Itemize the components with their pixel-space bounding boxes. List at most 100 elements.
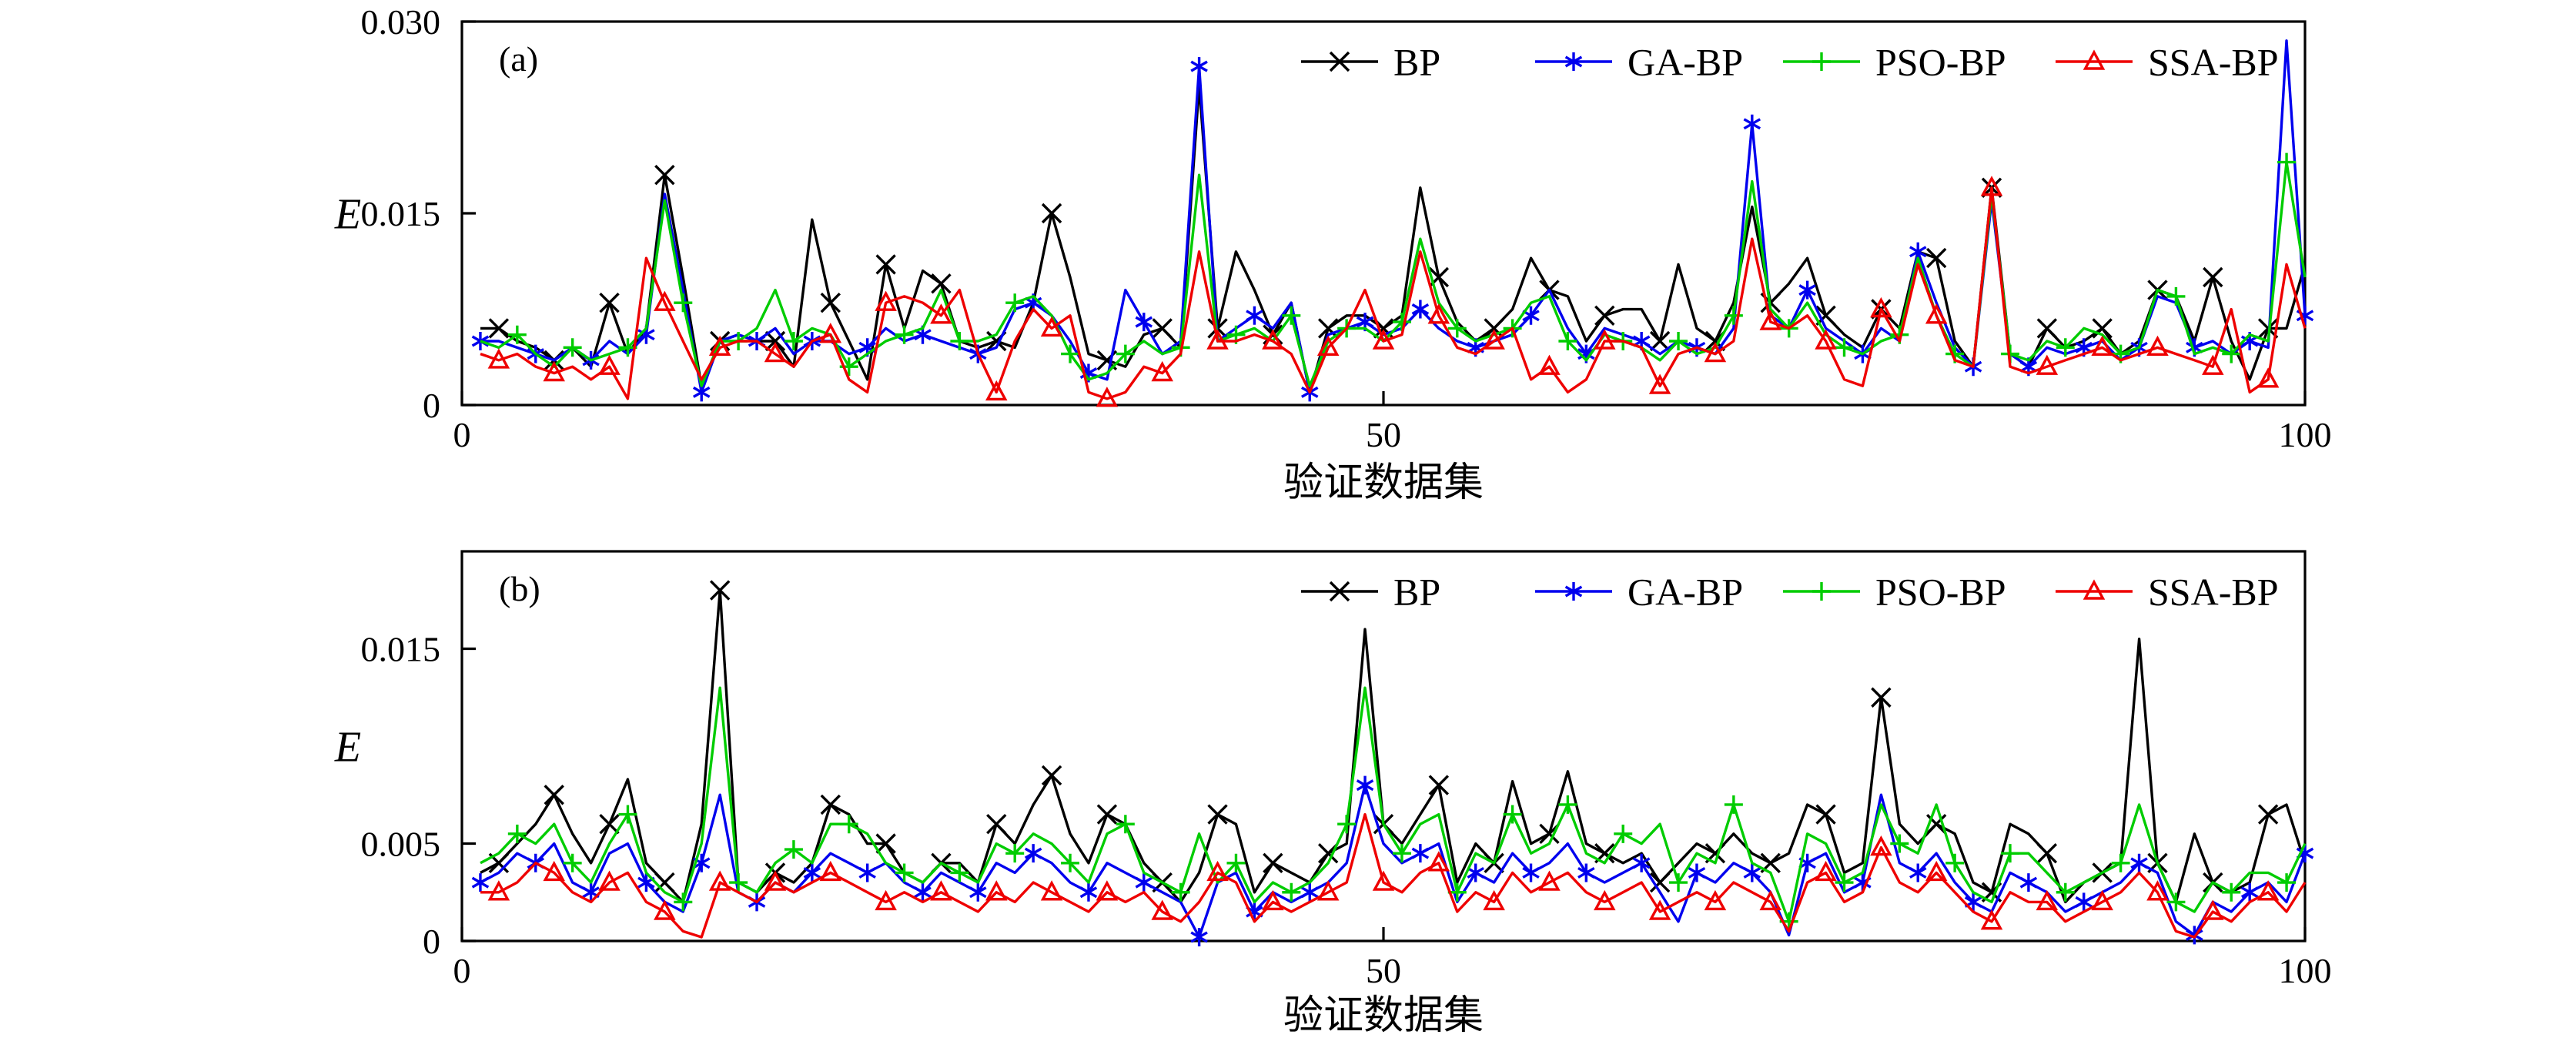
asterisk-marker <box>1522 306 1540 325</box>
triangle-open-marker <box>543 860 565 882</box>
asterisk-marker <box>1798 280 1816 300</box>
x-tick-label: 0 <box>453 951 471 990</box>
plus-marker <box>895 863 914 882</box>
asterisk-marker <box>1190 927 1208 946</box>
triangle-open-marker <box>1815 329 1837 350</box>
plus-marker <box>2222 344 2241 363</box>
triangle-open-marker <box>1925 303 1948 324</box>
asterisk-marker <box>1356 775 1374 795</box>
asterisk-marker <box>803 863 821 882</box>
legend-item-PSO-BP: PSO-BP <box>1783 41 2006 84</box>
panel-a: 0 50 100 0 0.015 0.030 E 验证数据集 (a) BP GA-BP PSO-BP S… <box>334 2 2332 505</box>
x-marker <box>709 580 731 601</box>
panel-b: 0 50 100 0 0.005 0.015 E 验证数据集 (b) BP GA-BP PSO-BP S… <box>334 550 2332 1038</box>
triangle-open-marker <box>1262 889 1284 911</box>
x-marker <box>1649 330 1671 352</box>
asterisk-marker <box>914 882 932 902</box>
x-marker <box>986 813 1007 835</box>
triangle-open-marker <box>2091 335 2113 356</box>
plus-marker <box>1392 313 1411 332</box>
triangle-open-marker <box>1870 296 1892 318</box>
triangle-open-marker <box>930 880 952 901</box>
x-marker <box>599 292 620 313</box>
plus-marker <box>950 863 969 882</box>
legend-x-icon <box>1329 581 1350 602</box>
legend-label: PSO-BP <box>1875 571 2006 614</box>
plus-marker <box>2277 873 2297 892</box>
triangle-open-marker <box>2091 889 2113 911</box>
x-marker <box>1096 804 1118 825</box>
plus-marker <box>1669 332 1688 350</box>
plus-marker <box>1061 344 1080 363</box>
triangle-open-marker <box>1372 870 1395 891</box>
legend-label: PSO-BP <box>1875 41 2006 84</box>
triangle-open-marker <box>1316 880 1340 901</box>
triangle-open-marker <box>1206 860 1229 882</box>
asterisk-marker <box>1743 863 1761 882</box>
plus-marker <box>2056 882 2075 902</box>
asterisk-marker <box>1467 863 1484 882</box>
plus-marker <box>1945 853 1965 872</box>
x-marker <box>1428 775 1450 795</box>
x-marker <box>1871 687 1892 708</box>
legend: BP GA-BP PSO-BP SSA-BP <box>1301 571 2279 614</box>
triangle-open-marker <box>1538 354 1561 375</box>
triangle-open-marker <box>1262 329 1284 350</box>
x-marker <box>654 872 675 893</box>
legend-item-PSO-BP: PSO-BP <box>1783 571 2006 614</box>
plus-marker <box>950 332 969 350</box>
series-markers-GA-BP <box>471 775 2314 946</box>
asterisk-marker <box>2019 873 2038 892</box>
asterisk-marker <box>2075 892 2093 912</box>
legend-item-BP: BP <box>1301 571 1440 614</box>
legend-label: BP <box>1393 571 1440 614</box>
plus-marker <box>2000 844 2019 863</box>
plus-marker <box>1558 795 1577 814</box>
legend-triangle-open-icon <box>2083 49 2106 70</box>
triangle-open-marker <box>1594 329 1616 350</box>
legend-asterisk-icon <box>1564 52 1583 71</box>
legend-label: SSA-BP <box>2148 571 2279 614</box>
x-tick-label: 100 <box>2279 415 2332 454</box>
triangle-open-marker <box>985 380 1008 401</box>
triangle-open-marker <box>1980 909 2003 930</box>
triangle-open-marker <box>1096 387 1119 407</box>
x-marker <box>488 318 510 339</box>
triangle-open-marker <box>1704 889 1727 911</box>
legend-label: BP <box>1393 41 1440 84</box>
triangle-open-marker <box>1704 342 1727 363</box>
legend-label: GA-BP <box>1628 571 1743 614</box>
asterisk-marker <box>1522 863 1540 882</box>
x-marker <box>1207 804 1228 825</box>
plus-marker <box>507 824 527 843</box>
triangle-open-marker <box>1980 176 2003 196</box>
plus-marker <box>1724 795 1743 814</box>
x-axis-label: 验证数据集 <box>1283 994 1484 1038</box>
plus-marker <box>2166 286 2186 306</box>
triangle-open-marker <box>1538 870 1561 891</box>
plus-marker <box>1558 332 1577 350</box>
triangle-open-marker <box>1427 303 1450 324</box>
legend-plus-icon <box>1812 52 1831 71</box>
series-line-PSO-BP <box>480 686 2307 923</box>
triangle-open-marker <box>1040 316 1063 337</box>
asterisk-marker <box>858 863 876 882</box>
plus-marker <box>563 853 582 872</box>
triangle-open-marker <box>875 889 897 911</box>
x-marker <box>1925 247 1947 269</box>
triangle-open-marker <box>654 899 676 920</box>
triangle-open-marker <box>2036 889 2059 911</box>
triangle-open-marker <box>764 342 787 363</box>
triangle-open-marker <box>875 290 897 311</box>
plus-marker <box>1171 882 1190 902</box>
triangle-open-marker <box>708 870 731 891</box>
y-axis-label: E <box>334 191 361 239</box>
x-marker <box>599 813 620 835</box>
x-tick-label: 50 <box>1366 951 1401 990</box>
triangle-open-marker <box>1925 860 1948 882</box>
legend-item-GA-BP: GA-BP <box>1535 41 1743 84</box>
x-marker <box>2036 842 2058 864</box>
plus-marker <box>2222 882 2241 902</box>
x-marker <box>1317 318 1339 339</box>
plus-marker <box>839 815 858 834</box>
